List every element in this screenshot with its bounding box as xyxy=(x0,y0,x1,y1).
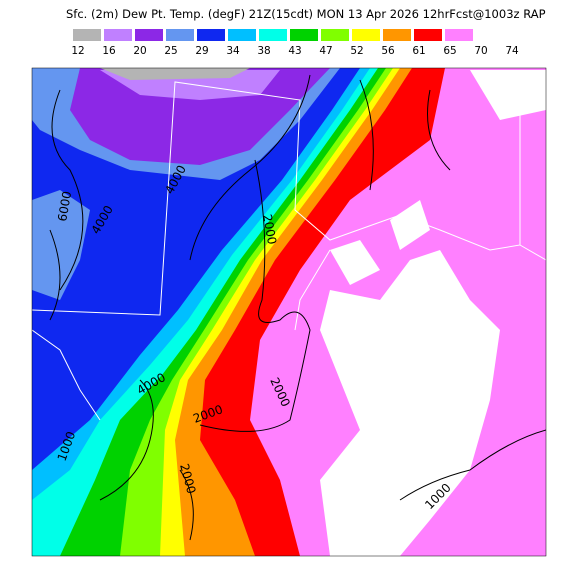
legend-label: 29 xyxy=(195,45,208,57)
legend-label: 34 xyxy=(226,45,240,57)
region xyxy=(320,250,500,556)
legend-label: 43 xyxy=(288,45,301,57)
legend-swatch xyxy=(445,29,473,41)
legend-label: 70 xyxy=(474,45,487,57)
legend-label: 16 xyxy=(102,45,116,57)
legend-swatch xyxy=(104,29,132,41)
map-frame xyxy=(31,67,547,557)
region xyxy=(330,70,546,285)
legend-label: 74 xyxy=(505,45,519,57)
legend-label: 25 xyxy=(164,45,177,57)
legend-label: 38 xyxy=(257,45,270,57)
legend-label: 12 xyxy=(71,45,84,57)
legend-swatch xyxy=(228,29,256,41)
legend-swatch xyxy=(166,29,194,41)
region xyxy=(70,68,330,165)
legend-swatch xyxy=(135,29,163,41)
legend-swatch xyxy=(352,29,380,41)
legend-swatch xyxy=(476,29,504,41)
legend-swatch xyxy=(197,29,225,41)
contour-label: 6000 xyxy=(55,190,74,223)
region xyxy=(32,68,360,470)
legend-label: 20 xyxy=(133,45,146,57)
borders xyxy=(32,81,546,421)
legend-swatch xyxy=(73,29,101,41)
legend-label: 61 xyxy=(412,45,425,57)
legend-swatch xyxy=(259,29,287,41)
contours xyxy=(49,74,546,541)
region xyxy=(100,68,250,80)
legend-label: 65 xyxy=(443,45,456,57)
legend-label: 47 xyxy=(319,45,332,57)
contour-label: 2000 xyxy=(260,213,279,246)
legend-swatch xyxy=(414,29,442,41)
legend: 12 16 20 25 29 34 38 43 47 52 56 61 65 70 74 xyxy=(71,29,519,57)
legend-label: 56 xyxy=(381,45,395,57)
legend-swatch xyxy=(290,29,318,41)
title: Sfc. (2m) Dew Pt. Temp. (degF) 21Z(15cdt… xyxy=(66,7,546,21)
legend-swatch xyxy=(383,29,411,41)
legend-swatch xyxy=(321,29,349,41)
legend-label: 52 xyxy=(350,45,363,57)
